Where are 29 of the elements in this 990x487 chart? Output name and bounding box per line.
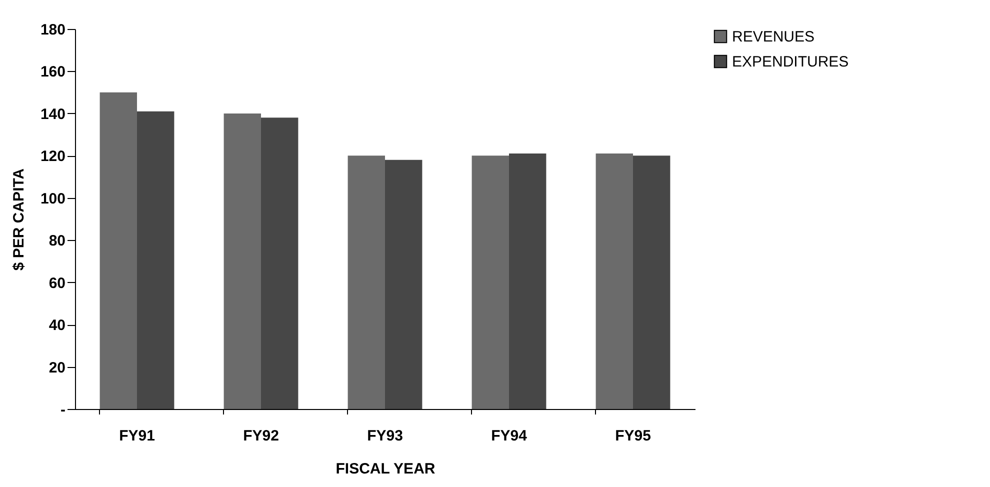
y-tick-label: - [60,402,66,418]
x-tick-label: FY93 [367,428,403,444]
x-tick-label: FY95 [615,428,651,444]
y-tick-label: 140 [40,106,66,123]
x-tick-label: FY92 [243,428,279,444]
bar [633,156,670,409]
bar [385,160,422,409]
y-tick-label: 180 [40,22,66,38]
y-axis-title: $ PER CAPITA [10,168,28,271]
y-tick-label: 60 [48,274,66,292]
y-tick-label: 100 [40,190,66,208]
legend-label: REVENUES [732,28,815,46]
y-tick-label: 160 [40,64,66,81]
bar [509,154,546,409]
y-tick-label: 120 [40,148,66,166]
bar [261,118,298,409]
bar [348,156,385,409]
y-tick-label: 20 [48,359,66,376]
bar [137,111,174,409]
bar [100,92,137,409]
x-tick-label: FY94 [491,428,528,444]
bar [472,156,509,409]
legend-label: EXPENDITURES [732,54,849,70]
y-tick-label: 80 [48,232,66,250]
bar [224,113,261,409]
bar [596,154,633,409]
x-tick-label: FY91 [119,428,155,444]
x-axis-title: FISCAL YEAR [336,460,436,478]
y-tick-label: 40 [48,317,66,334]
